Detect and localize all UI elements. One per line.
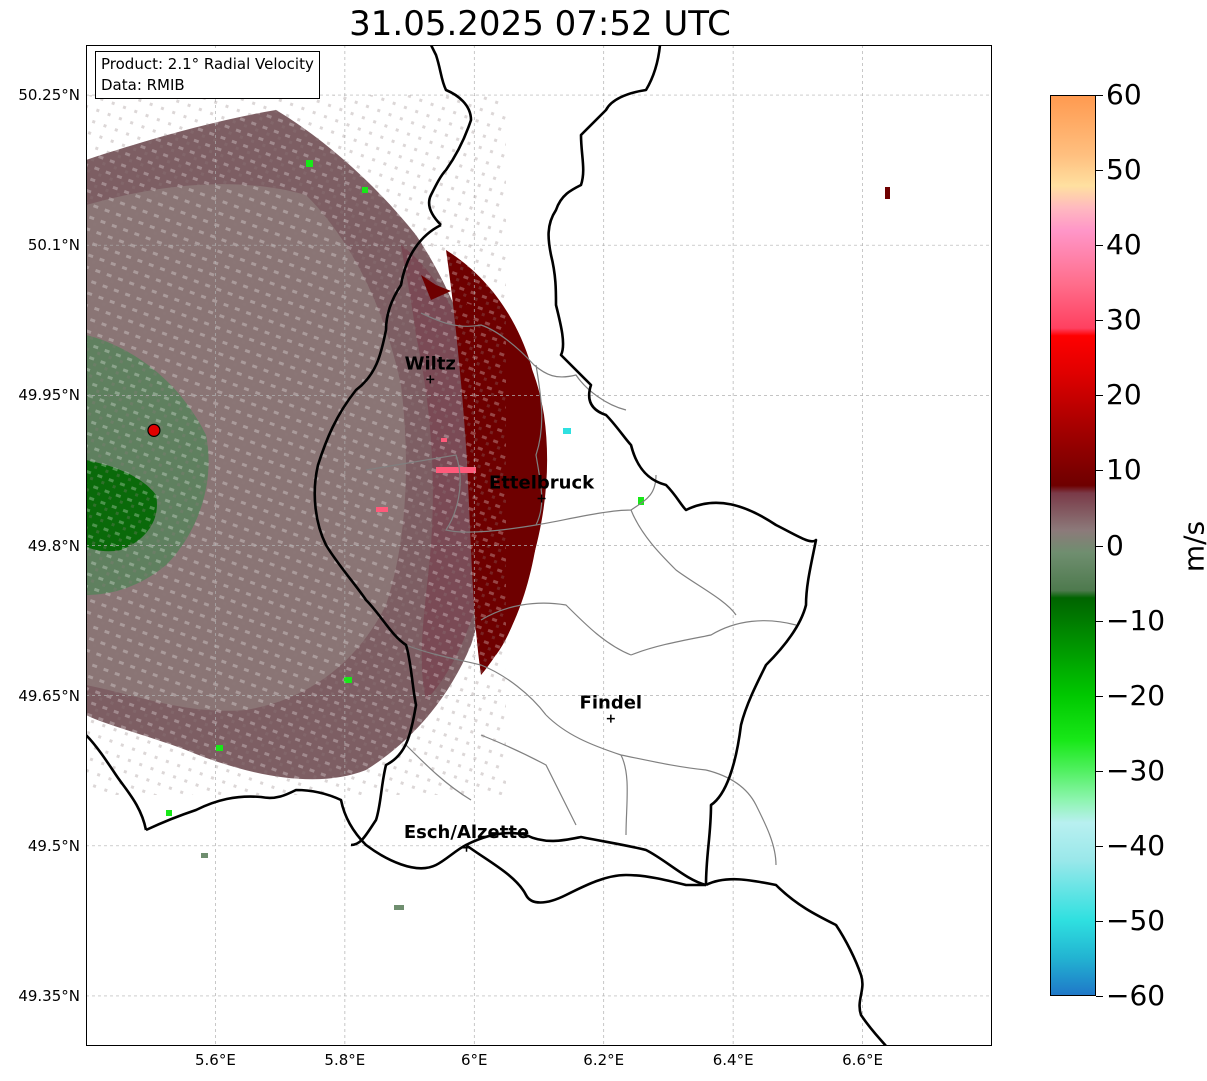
colorbar-tick-mark <box>1096 920 1103 922</box>
latitude-tick-label: 49.35°N <box>18 986 80 1005</box>
latitude-tick-label: 49.65°N <box>18 686 80 705</box>
city-markers: Wiltz Ettelbruck Findel Esch/Alzette <box>404 353 643 852</box>
latitude-tick-label: 49.5°N <box>27 836 80 855</box>
colorbar-tick-label: 30 <box>1106 303 1142 337</box>
colorbar-tick-mark <box>1096 770 1103 772</box>
colorbar-tick-mark <box>1096 996 1103 997</box>
city-plus-marker <box>537 494 546 503</box>
radar-echo-field <box>86 95 890 910</box>
colorbar-tick-label: 40 <box>1106 228 1142 262</box>
colorbar-tick-mark <box>1096 545 1103 547</box>
colorbar-tick-label: 20 <box>1106 378 1142 412</box>
city-plus-marker <box>606 714 615 723</box>
colorbar-unit-label: m/s <box>1177 520 1207 573</box>
city-plus-marker <box>426 375 435 384</box>
city-label: Findel <box>580 693 643 714</box>
colorbar-tick-label: 50 <box>1106 153 1142 187</box>
longitude-tick-label: 6.6°E <box>842 1051 883 1069</box>
colorbar-tick-label: −30 <box>1106 753 1166 787</box>
radar-map: Wiltz Ettelbruck Findel Esch/Alzette <box>86 45 992 1046</box>
colorbar-tick-label: 60 <box>1106 78 1142 111</box>
longitude-tick-label: 5.6°E <box>195 1051 236 1069</box>
city-findel: Findel <box>580 693 643 723</box>
city-wiltz: Wiltz <box>405 353 456 384</box>
latitude-tick-label: 50.1°N <box>27 236 80 255</box>
colorbar-tick-label: 10 <box>1106 453 1142 487</box>
colorbar-tick-mark <box>1096 620 1103 622</box>
colorbar-tick-mark <box>1096 395 1103 397</box>
map-title: 31.05.2025 07:52 UTC <box>349 4 731 44</box>
velocity-colorbar <box>1050 95 1096 996</box>
map-frame-border <box>86 45 992 1046</box>
colorbar-tick-label: −10 <box>1106 603 1166 637</box>
colorbar-tick-mark <box>1096 245 1103 247</box>
colorbar-tick-mark <box>1096 470 1103 472</box>
colorbar-tick-mark <box>1096 845 1103 847</box>
radar-site-marker <box>147 423 161 437</box>
city-label: Esch/Alzette <box>404 822 529 843</box>
colorbar-tick-mark <box>1096 695 1103 697</box>
national-borders <box>86 45 887 1046</box>
latitude-tick-label: 49.8°N <box>27 536 80 555</box>
longitude-tick-label: 6.4°E <box>712 1051 754 1069</box>
colorbar-tick-label: −50 <box>1106 903 1166 937</box>
map-canvas: Wiltz Ettelbruck Findel Esch/Alzette <box>86 45 992 1046</box>
longitude-tick-label: 6°E <box>461 1051 488 1069</box>
colorbar-tick-label: −60 <box>1106 979 1166 1012</box>
longitude-tick-label: 5.8°E <box>324 1051 366 1069</box>
city-label: Wiltz <box>405 353 456 374</box>
colorbar-tick-label: 0 <box>1106 528 1124 562</box>
latitude-tick-label: 49.95°N <box>18 386 80 405</box>
longitude-tick-label: 6.2°E <box>583 1051 625 1069</box>
canton-boundaries <box>365 312 797 866</box>
colorbar-tick-label: −20 <box>1106 678 1166 712</box>
city-plus-marker <box>462 843 471 852</box>
colorbar-tick-mark <box>1096 170 1103 172</box>
colorbar-tick-label: −40 <box>1106 828 1166 862</box>
data-source-label: Data: RMIB <box>101 76 185 94</box>
latitude-tick-label: 50.25°N <box>18 86 80 105</box>
colorbar-tick-mark <box>1096 320 1103 322</box>
city-esch-alzette: Esch/Alzette <box>404 822 529 852</box>
colorbar-tick-mark <box>1096 95 1103 96</box>
product-info-box: Product: 2.1° Radial Velocity Data: RMIB <box>95 51 320 99</box>
city-ettelbruck: Ettelbruck <box>489 472 595 503</box>
product-label: Product: 2.1° Radial Velocity <box>101 55 314 73</box>
city-label: Ettelbruck <box>489 472 595 493</box>
